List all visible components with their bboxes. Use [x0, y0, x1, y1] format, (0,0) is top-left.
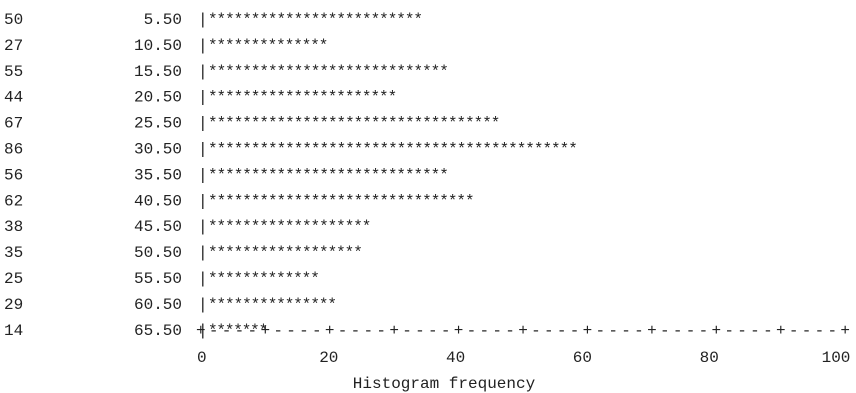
bin-label: 25.50 [134, 115, 182, 133]
axis-separator: | [198, 270, 208, 288]
axis-separator: | [198, 166, 208, 184]
histogram-bar: ******************* [208, 218, 371, 236]
frequency-label: 55 [4, 63, 23, 81]
histogram-bar: *************** [208, 296, 337, 314]
frequency-label: 25 [4, 270, 23, 288]
axis-separator: | [198, 141, 208, 159]
histogram-row: 25 55.50 | ************* [4, 270, 320, 288]
histogram-bar: **************************** [208, 63, 449, 81]
histogram-bar: ******************************* [208, 192, 475, 210]
frequency-label: 56 [4, 166, 23, 184]
x-axis-line: +----+----+----+----+----+----+----+----… [196, 322, 850, 340]
axis-separator: | [198, 89, 208, 107]
bin-label: 30.50 [134, 141, 182, 159]
frequency-label: 14 [4, 322, 23, 340]
frequency-label: 38 [4, 218, 23, 236]
histogram-row: 62 40.50 | ******************************* [4, 192, 475, 210]
frequency-label: 44 [4, 89, 23, 107]
histogram-row: 35 50.50 | ****************** [4, 244, 363, 262]
bin-label: 40.50 [134, 192, 182, 210]
axis-separator: | [198, 11, 208, 29]
histogram-row: 29 60.50 | *************** [4, 296, 337, 314]
axis-separator: | [198, 244, 208, 262]
histogram-row: 67 25.50 | ********************************… [4, 115, 500, 133]
bin-label: 5.50 [144, 11, 182, 29]
x-axis-tick-labels: 0 20 40 60 80 100 [197, 349, 850, 367]
histogram-row: 50 5.50 | ************************* [4, 11, 423, 29]
bin-label: 10.50 [134, 37, 182, 55]
histogram-bar: **************************** [208, 166, 449, 184]
bin-label: 20.50 [134, 89, 182, 107]
axis-separator: | [198, 192, 208, 210]
histogram-bar: ****************** [208, 244, 363, 262]
axis-separator: | [198, 296, 208, 314]
bin-label: 35.50 [134, 166, 182, 184]
frequency-label: 50 [4, 11, 23, 29]
histogram-row: 44 20.50 | ********************** [4, 89, 397, 107]
histogram-row: 55 15.50 | **************************** [4, 63, 449, 81]
frequency-label: 67 [4, 115, 23, 133]
x-tick-label: 60 [573, 349, 592, 367]
bin-label: 15.50 [134, 63, 182, 81]
x-tick-label: 40 [446, 349, 465, 367]
x-tick-label: 100 [822, 349, 851, 367]
axis-separator: | [198, 218, 208, 236]
histogram-rows: 50 5.50 | *************************27 10.50 |… [4, 11, 578, 340]
histogram-bar: ************** [208, 37, 328, 55]
frequency-label: 27 [4, 37, 23, 55]
histogram-bar: ************************* [208, 11, 423, 29]
bin-label: 50.50 [134, 244, 182, 262]
frequency-label: 62 [4, 192, 23, 210]
frequency-label: 35 [4, 244, 23, 262]
axis-separator: | [198, 115, 208, 133]
bin-label: 60.50 [134, 296, 182, 314]
histogram-bar: ************* [208, 270, 320, 288]
x-axis-label: Histogram frequency [353, 375, 536, 393]
histogram-row: 56 35.50 | **************************** [4, 166, 449, 184]
bin-label: 55.50 [134, 270, 182, 288]
frequency-label: 29 [4, 296, 23, 314]
x-tick-label: 20 [319, 349, 338, 367]
histogram-bar: ********************** [208, 89, 397, 107]
histogram-row: 14 65.50 | ******* [4, 322, 268, 340]
histogram-bar: ******* [208, 322, 268, 340]
histogram-row: 86 30.50 | ********************************… [4, 141, 578, 159]
bin-label: 45.50 [134, 218, 182, 236]
axis-separator: | [198, 63, 208, 81]
axis-separator: | [198, 37, 208, 55]
frequency-label: 86 [4, 141, 23, 159]
x-tick-label: 0 [197, 349, 207, 367]
bin-label: 65.50 [134, 322, 182, 340]
histogram-bar: ********************************** [208, 115, 500, 133]
x-tick-label: 80 [700, 349, 719, 367]
histogram-bar: ****************************************… [208, 141, 578, 159]
axis-separator: | [198, 322, 208, 340]
histogram-row: 38 45.50 | ******************* [4, 218, 371, 236]
histogram-row: 27 10.50 | ************** [4, 37, 328, 55]
